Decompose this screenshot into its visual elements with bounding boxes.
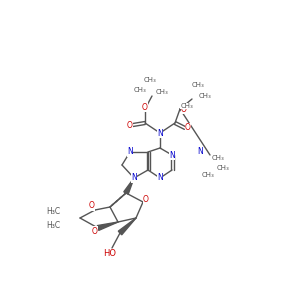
Text: O: O bbox=[92, 226, 98, 236]
Text: N: N bbox=[157, 128, 163, 137]
Text: CH₃: CH₃ bbox=[192, 82, 204, 88]
Text: CH₃: CH₃ bbox=[217, 165, 230, 171]
Text: N: N bbox=[197, 148, 203, 157]
Text: CH₃: CH₃ bbox=[134, 87, 146, 93]
Text: O: O bbox=[89, 202, 95, 211]
Text: N: N bbox=[131, 173, 137, 182]
Polygon shape bbox=[118, 218, 136, 235]
Text: N: N bbox=[169, 151, 175, 160]
Polygon shape bbox=[97, 222, 118, 230]
Text: H₃C: H₃C bbox=[46, 208, 60, 217]
Text: O: O bbox=[181, 104, 187, 113]
Text: O: O bbox=[185, 124, 191, 133]
Text: N: N bbox=[127, 148, 133, 157]
Polygon shape bbox=[124, 178, 134, 194]
Text: CH₃: CH₃ bbox=[144, 77, 156, 83]
Text: CH₃: CH₃ bbox=[212, 155, 224, 161]
Text: N: N bbox=[157, 173, 163, 182]
Text: O: O bbox=[143, 194, 149, 203]
Text: CH₃: CH₃ bbox=[199, 93, 212, 99]
Text: H₃C: H₃C bbox=[46, 220, 60, 230]
Text: CH₃: CH₃ bbox=[181, 103, 194, 109]
Text: O: O bbox=[127, 121, 133, 130]
Text: O: O bbox=[142, 103, 148, 112]
Text: HO: HO bbox=[103, 250, 116, 259]
Text: CH₃: CH₃ bbox=[202, 172, 214, 178]
Text: CH₃: CH₃ bbox=[156, 89, 168, 95]
